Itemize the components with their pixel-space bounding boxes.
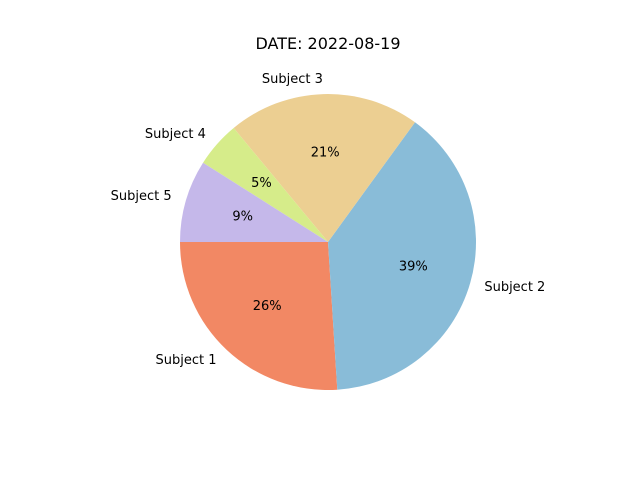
percent-label-2: 39% xyxy=(399,259,428,274)
slice-label-2: Subject 2 xyxy=(484,280,545,295)
slice-label-1: Subject 1 xyxy=(156,353,217,368)
slice-label-4: Subject 4 xyxy=(145,127,206,142)
percent-label-4: 5% xyxy=(251,176,272,191)
pie-slice-5 xyxy=(180,162,328,242)
slice-label-5: Subject 5 xyxy=(111,189,172,204)
pie-slices xyxy=(180,94,476,390)
pie-slice-2 xyxy=(328,122,476,390)
percent-label-3: 21% xyxy=(311,146,340,161)
slice-label-3: Subject 3 xyxy=(262,72,323,87)
pie-slice-1 xyxy=(180,242,338,390)
pie-slice-3 xyxy=(233,94,415,243)
percent-label-1: 26% xyxy=(253,299,282,314)
pie-slice-4 xyxy=(203,127,328,242)
percent-label-5: 9% xyxy=(232,210,253,225)
pie-labels: Subject 1 26% Subject 2 39% Subject 3 21% Subj… xyxy=(111,72,546,368)
chart-title: DATE: 2022-08-19 xyxy=(255,34,400,53)
